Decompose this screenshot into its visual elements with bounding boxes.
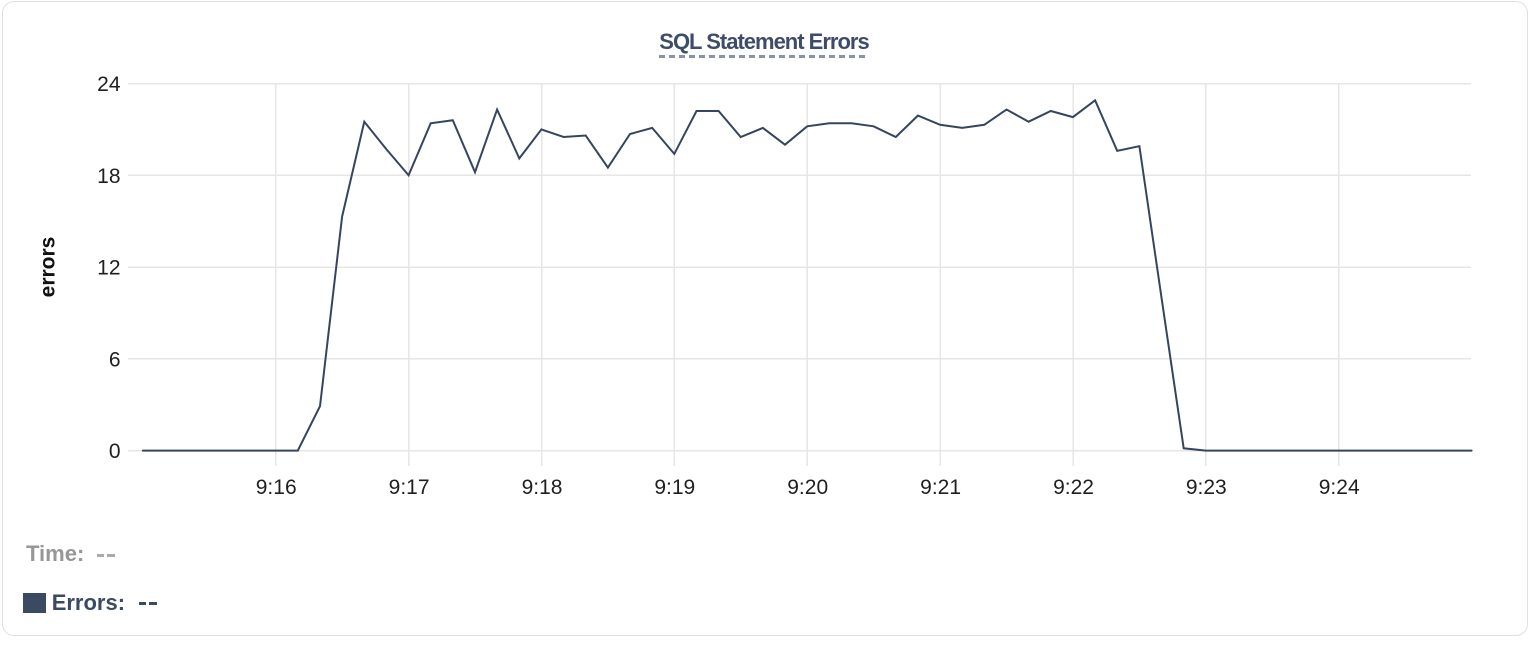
svg-text:12: 12 — [97, 257, 120, 280]
svg-text:9:21: 9:21 — [920, 476, 961, 499]
svg-text:9:17: 9:17 — [389, 476, 430, 499]
svg-text:6: 6 — [109, 348, 121, 371]
svg-text:0: 0 — [109, 440, 121, 463]
svg-text:9:20: 9:20 — [787, 476, 828, 499]
svg-text:9:16: 9:16 — [256, 476, 297, 499]
svg-text:24: 24 — [97, 73, 121, 96]
svg-text:9:23: 9:23 — [1186, 476, 1227, 499]
svg-text:9:19: 9:19 — [654, 476, 695, 499]
svg-text:9:22: 9:22 — [1053, 476, 1094, 499]
svg-text:9:24: 9:24 — [1319, 476, 1360, 499]
svg-text:18: 18 — [97, 165, 120, 188]
svg-text:9:18: 9:18 — [522, 476, 563, 499]
svg-text:errors: errors — [37, 237, 60, 298]
